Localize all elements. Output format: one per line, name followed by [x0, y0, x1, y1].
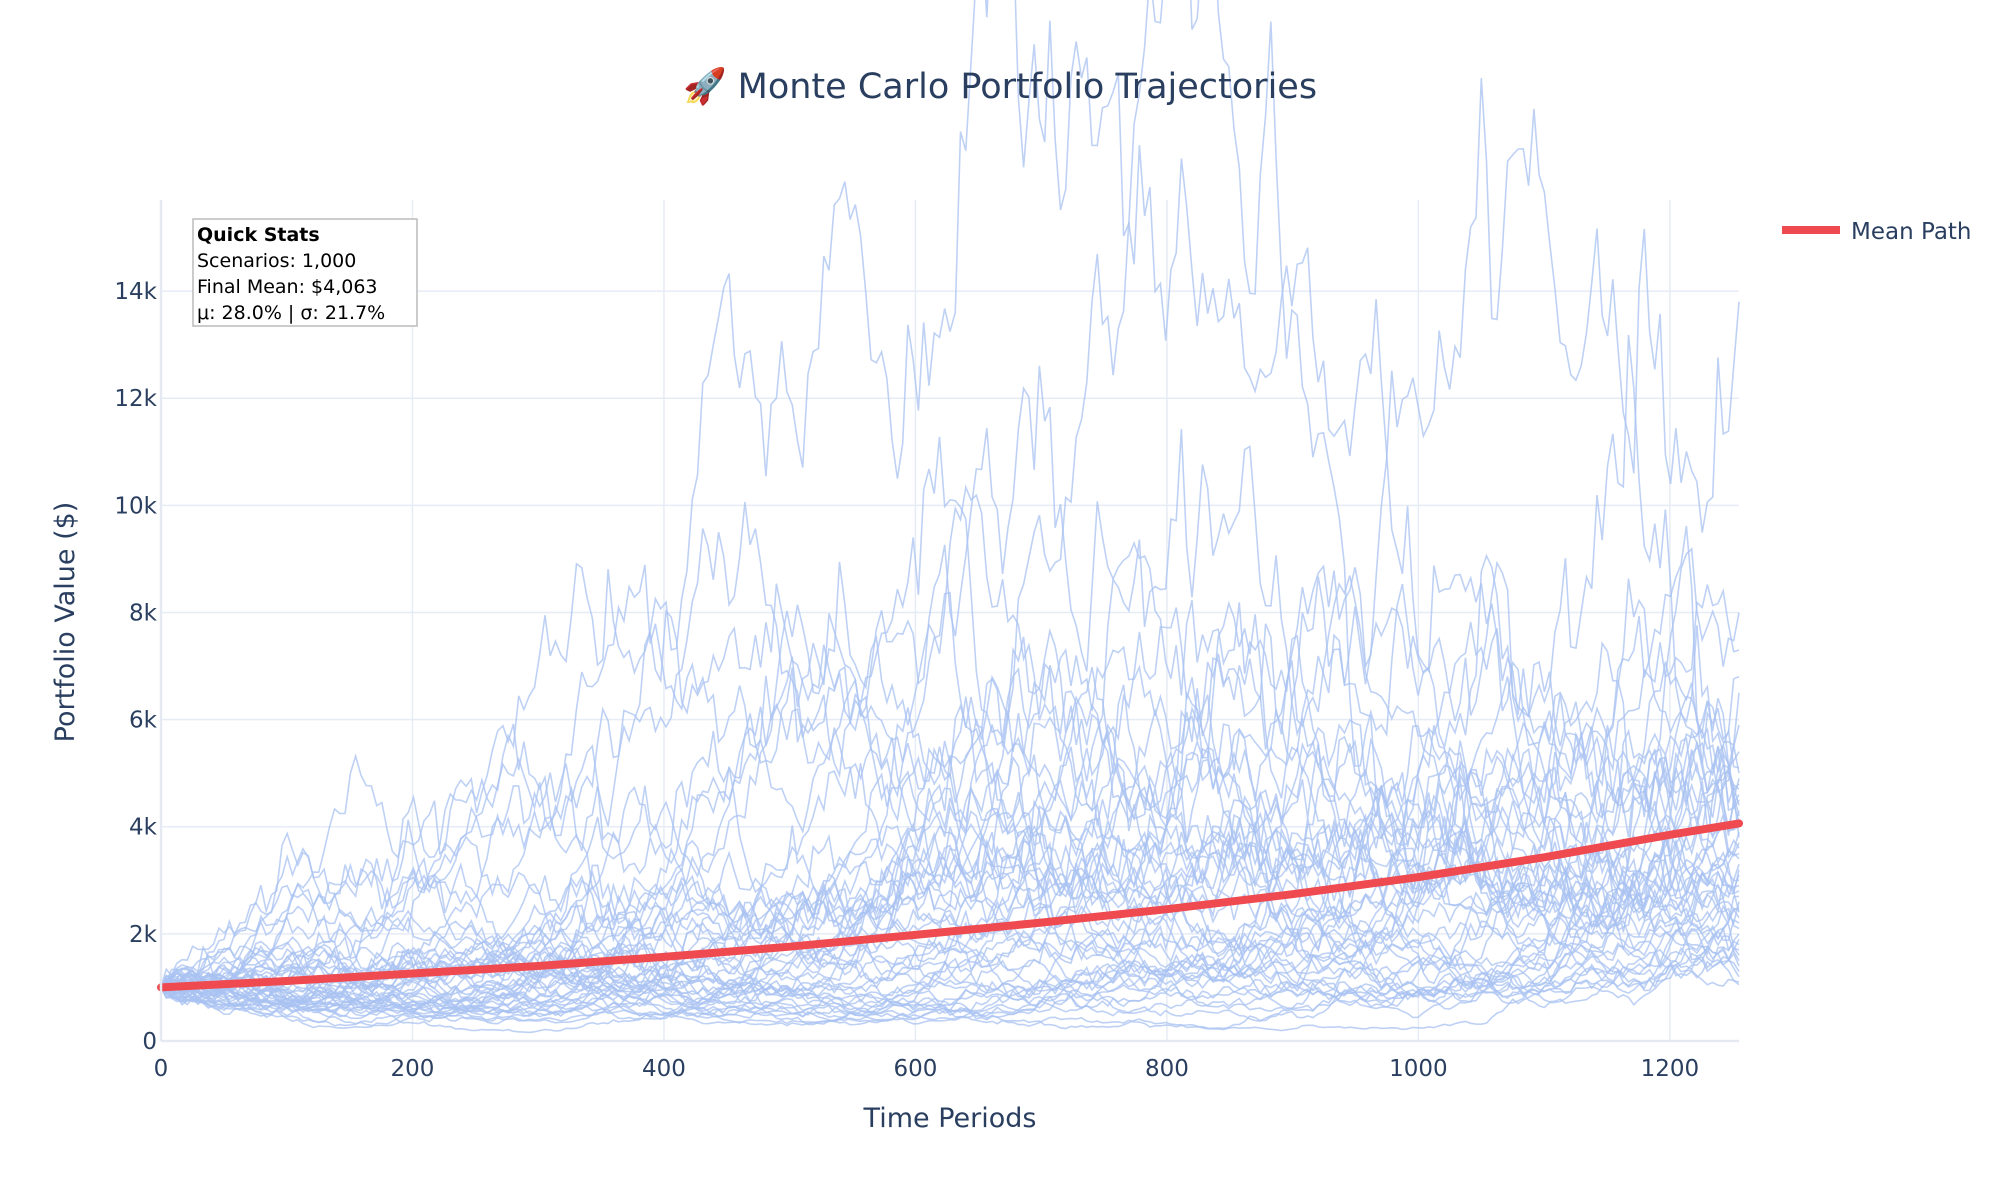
- simulated-path: [160, 501, 1740, 1002]
- simulated-path: [160, 751, 1740, 1029]
- y-tick-label: 4k: [129, 815, 158, 841]
- axis-layer: 0 200 400 600 800 1000 1200 0 2k 4k 6k 8k 10k 12k 14k: [114, 200, 1739, 1082]
- simulated-path: [160, 794, 1740, 1015]
- simulated-path: [160, 892, 1740, 1010]
- simulated-path: [160, 796, 1740, 1013]
- y-tick-label: 6k: [129, 708, 158, 734]
- x-tick-label: 600: [893, 1056, 937, 1082]
- simulated-path: [160, 945, 1740, 1024]
- simulated-path: [160, 484, 1740, 1001]
- simulated-path: [160, 933, 1740, 1019]
- simulated-path: [160, 0, 1740, 988]
- simulated-path: [160, 878, 1740, 1015]
- simulated-path: [160, 788, 1740, 990]
- x-axis-label: Time Periods: [863, 1103, 1037, 1134]
- x-tick-label: 400: [642, 1056, 686, 1082]
- quick-stats-line: Scenarios: 1,000: [197, 250, 356, 272]
- x-tick-label: 1200: [1641, 1056, 1700, 1082]
- y-tick-label: 10k: [114, 493, 157, 519]
- mean-path-line: [157, 819, 1743, 992]
- legend[interactable]: Mean Path: [1782, 219, 1972, 245]
- y-tick-label: 14k: [114, 279, 157, 305]
- chart-title: 🚀 Monte Carlo Portfolio Trajectories: [683, 66, 1317, 107]
- x-tick-label: 1000: [1389, 1056, 1448, 1082]
- x-tick-label: 800: [1145, 1056, 1189, 1082]
- quick-stats-annotation: Quick Stats Scenarios: 1,000 Final Mean:…: [192, 218, 418, 327]
- simulated-path: [160, 666, 1740, 994]
- simulated-path: [160, 929, 1740, 1032]
- y-tick-label: 0: [142, 1029, 157, 1055]
- quick-stats-line: μ: 28.0% | σ: 21.7%: [197, 302, 385, 324]
- y-axis-label: Portfolio Value ($): [50, 502, 81, 743]
- simulated-paths-layer: [160, 0, 1740, 1034]
- simulated-path: [160, 429, 1740, 994]
- y-tick-label: 2k: [129, 922, 158, 948]
- legend-label-mean-path: Mean Path: [1851, 219, 1972, 245]
- y-tick-label: 12k: [114, 386, 157, 412]
- y-tick-label: 8k: [129, 600, 158, 626]
- simulated-path: [160, 869, 1740, 1016]
- simulated-path: [160, 813, 1740, 991]
- quick-stats-box: [192, 218, 418, 327]
- simulated-path: [160, 591, 1740, 1009]
- quick-stats-heading: Quick Stats: [197, 224, 320, 246]
- mean-path-layer: [157, 819, 1743, 992]
- simulated-path: [160, 858, 1740, 1025]
- simulated-path: [160, 708, 1740, 1015]
- simulated-path: [160, 851, 1740, 1014]
- x-tick-label: 200: [391, 1056, 435, 1082]
- x-tick-label: 0: [154, 1056, 169, 1082]
- quick-stats-line: Final Mean: $4,063: [197, 276, 378, 298]
